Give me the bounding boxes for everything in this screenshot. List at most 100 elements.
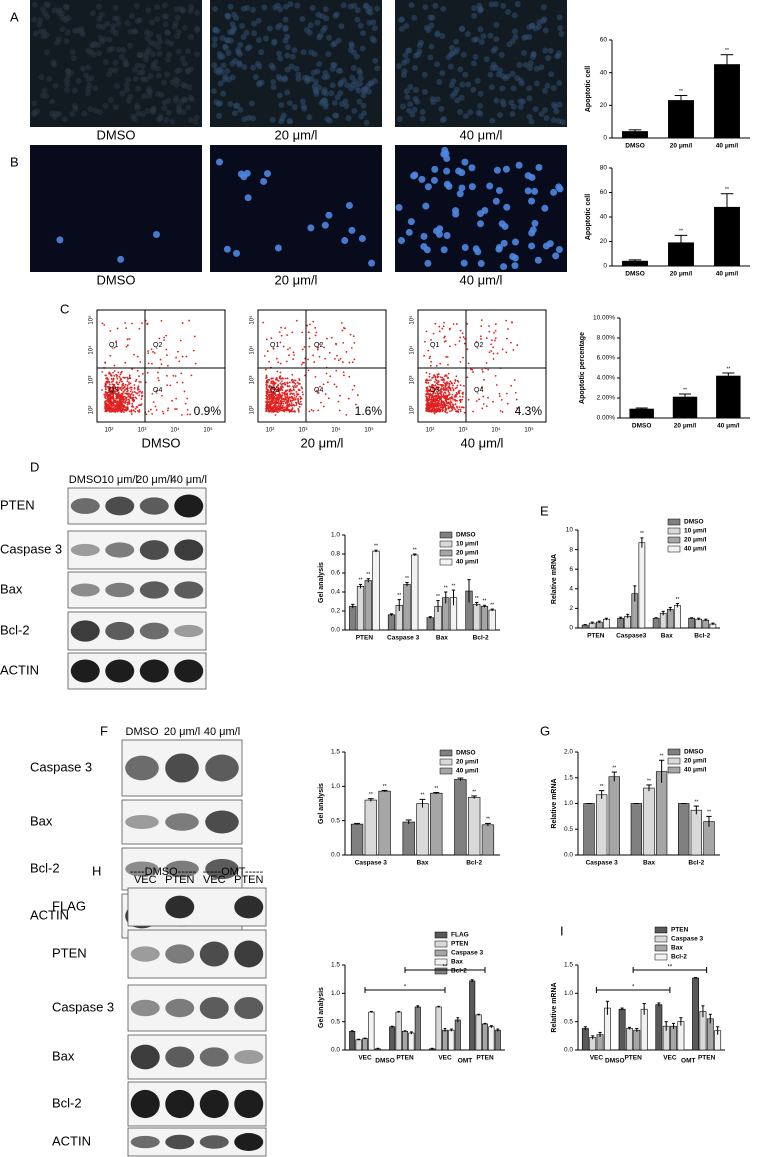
x-tick-label: PTEN [396,1055,414,1062]
cell [88,49,94,55]
event [492,401,494,403]
cell [465,82,471,88]
quadrant: Q3 [430,387,439,394]
cell [527,114,533,120]
event [133,409,135,411]
event [122,409,124,411]
event [113,375,115,377]
event [292,393,294,395]
event [510,342,512,344]
legend-swatch [655,954,667,960]
event [271,382,273,384]
bar [696,619,702,628]
event [284,327,286,329]
cell [545,55,551,61]
cell [440,117,446,123]
event [122,406,124,408]
event [112,372,114,374]
event [506,393,508,395]
legend-swatch [668,758,680,764]
cell [459,26,465,32]
event [104,375,106,377]
bar [373,551,380,630]
cell [95,42,101,48]
cell [490,65,496,71]
event [297,399,299,401]
event [194,336,196,338]
cell [212,42,218,48]
event [445,401,447,403]
event [449,383,451,385]
x-tick-label: 10³ [138,428,147,434]
event [109,355,111,357]
event [161,395,163,397]
event [266,398,268,400]
x-tick-label: 10⁵ [524,427,534,434]
bar [678,1022,684,1050]
event [302,391,304,393]
event [478,398,480,400]
lane-label: DMSO [126,726,159,738]
event [297,408,299,410]
event [175,357,177,359]
cell [449,50,455,56]
cell [397,116,403,122]
bar [442,1030,447,1050]
event [285,390,287,392]
event [130,386,132,388]
event [163,337,165,339]
event [428,382,430,384]
cell [182,61,188,67]
event [181,414,183,416]
event [167,410,169,412]
event [493,353,495,355]
legend-swatch [668,749,680,755]
band [165,1135,194,1150]
cell [409,111,415,117]
event [104,361,106,363]
event [193,350,195,352]
band [165,999,194,1017]
cell [372,58,378,64]
cell [503,204,510,211]
legend-label: 20 μm/l [456,759,479,766]
legend-label: DMSO [456,532,476,539]
cell [96,23,102,29]
event [129,338,131,340]
cell [533,106,539,112]
event [512,349,514,351]
event [122,400,124,402]
cell [103,59,109,65]
cell [86,76,92,82]
event [430,361,432,363]
event [157,377,159,379]
cell [396,204,403,211]
x-tick-label: 10⁴ [331,427,341,434]
event [187,409,189,411]
event [131,403,133,405]
event [134,387,136,389]
event [462,332,464,334]
legend-label: PTEN [451,941,469,948]
bar [619,1009,625,1050]
legend-label: FLAG [451,932,469,939]
event [109,396,111,398]
event [112,409,114,411]
cell [65,29,71,35]
y-tick-label: 4.00% [597,375,616,382]
legend-swatch [668,546,680,552]
cell [212,6,218,12]
event [280,399,282,401]
y-tick-label: 20 [600,238,608,245]
event [452,385,454,387]
event [108,373,110,375]
event [151,413,153,415]
cell [520,99,526,105]
legend-swatch [440,768,452,774]
cell [315,20,321,26]
event [447,389,449,391]
y-tick-label: 1.5 [331,962,340,969]
cell [519,80,525,86]
event [292,400,294,402]
band [200,1135,229,1148]
